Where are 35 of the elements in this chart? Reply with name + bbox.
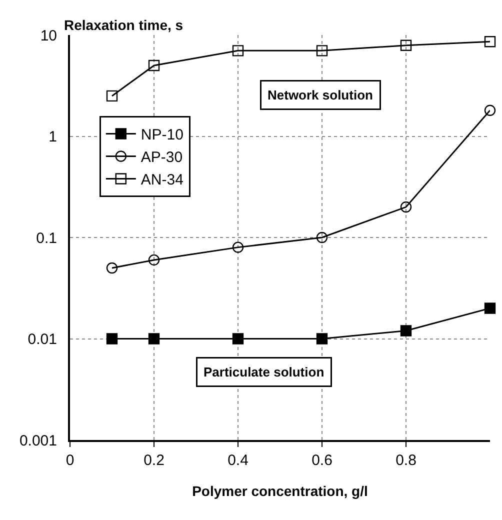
- x-tick-label: 0: [66, 452, 74, 469]
- x-axis-title: Polymer concentration, g/l: [192, 482, 368, 499]
- y-axis-title: Relaxation time, s: [64, 17, 184, 33]
- legend-label: NP-10: [140, 126, 184, 144]
- point: [316, 333, 328, 344]
- point: [316, 232, 328, 244]
- point: [148, 60, 160, 72]
- point: [316, 45, 328, 56]
- y-tick-label: 1: [48, 128, 57, 146]
- y-tick-label: 0.01: [28, 331, 57, 348]
- point: [106, 333, 118, 344]
- x-tick-label: 0.4: [228, 452, 248, 469]
- point: [106, 90, 118, 102]
- point: [232, 45, 244, 56]
- x-tick-label: 0.6: [312, 452, 332, 469]
- point: [232, 242, 244, 253]
- x-tick-label: 0.2: [144, 452, 164, 469]
- point: [484, 36, 496, 48]
- point: [484, 104, 496, 116]
- annotation: Network solution: [268, 88, 374, 102]
- y-tick-label: 10: [40, 27, 57, 44]
- legend-label: AN-34: [140, 172, 184, 189]
- point: [400, 201, 412, 213]
- y-tick-label: 0.001: [19, 432, 57, 450]
- point: [148, 333, 160, 344]
- point: [232, 333, 244, 344]
- point: [400, 325, 412, 336]
- point: [106, 262, 118, 274]
- point: [400, 40, 412, 51]
- y-tick-label: 0.1: [36, 230, 57, 247]
- point: [148, 254, 160, 266]
- legend-label: AP-30: [140, 149, 183, 166]
- point: [484, 302, 496, 314]
- annotation: Particulate solution: [204, 364, 324, 380]
- x-tick-label: 0.8: [396, 452, 416, 469]
